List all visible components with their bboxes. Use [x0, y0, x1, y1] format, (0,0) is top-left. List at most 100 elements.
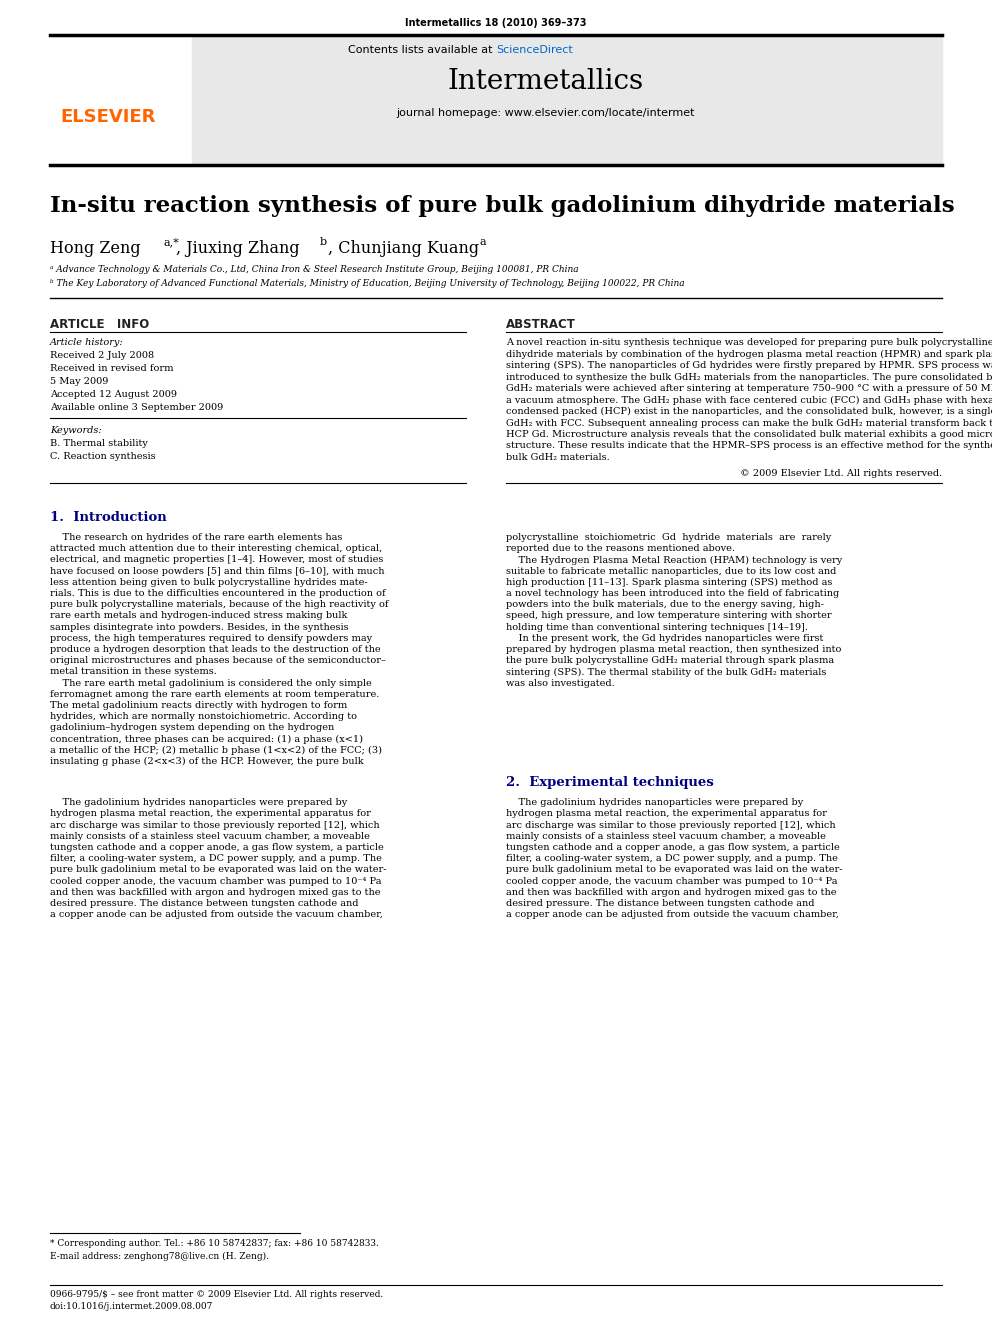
Text: GdH₂ with FCC. Subsequent annealing process can make the bulk GdH₂ material tran: GdH₂ with FCC. Subsequent annealing proc…	[506, 418, 992, 427]
Text: less attention being given to bulk polycrystalline hydrides mate-: less attention being given to bulk polyc…	[50, 578, 368, 587]
Text: , Jiuxing Zhang: , Jiuxing Zhang	[176, 239, 300, 257]
Text: ᵃ Advance Technology & Materials Co., Ltd, China Iron & Steel Research Institute: ᵃ Advance Technology & Materials Co., Lt…	[50, 265, 578, 274]
Text: 0966-9795/$ – see front matter © 2009 Elsevier Ltd. All rights reserved.: 0966-9795/$ – see front matter © 2009 El…	[50, 1290, 383, 1299]
Text: gadolinium–hydrogen system depending on the hydrogen: gadolinium–hydrogen system depending on …	[50, 724, 334, 733]
Text: The metal gadolinium reacts directly with hydrogen to form: The metal gadolinium reacts directly wit…	[50, 701, 347, 710]
Text: A novel reaction in-situ synthesis technique was developed for preparing pure bu: A novel reaction in-situ synthesis techn…	[506, 337, 992, 347]
Text: Intermetallics: Intermetallics	[448, 67, 644, 95]
Text: The research on hydrides of the rare earth elements has: The research on hydrides of the rare ear…	[50, 533, 342, 542]
Text: Accepted 12 August 2009: Accepted 12 August 2009	[50, 390, 177, 400]
Text: pure bulk polycrystalline materials, because of the high reactivity of: pure bulk polycrystalline materials, bec…	[50, 601, 389, 609]
Text: rials. This is due to the difficulties encountered in the production of: rials. This is due to the difficulties e…	[50, 589, 386, 598]
Text: filter, a cooling-water system, a DC power supply, and a pump. The: filter, a cooling-water system, a DC pow…	[50, 855, 382, 863]
Text: Received 2 July 2008: Received 2 July 2008	[50, 351, 154, 360]
Text: arc discharge was similar to those previously reported [12], which: arc discharge was similar to those previ…	[506, 820, 835, 830]
Text: , Chunjiang Kuang: , Chunjiang Kuang	[328, 239, 479, 257]
Text: pure bulk gadolinium metal to be evaporated was laid on the water-: pure bulk gadolinium metal to be evapora…	[506, 865, 842, 875]
Text: a novel technology has been introduced into the field of fabricating: a novel technology has been introduced i…	[506, 589, 839, 598]
Text: 5 May 2009: 5 May 2009	[50, 377, 108, 386]
Text: ScienceDirect: ScienceDirect	[496, 45, 572, 56]
Text: ARTICLE   INFO: ARTICLE INFO	[50, 318, 149, 331]
Text: produce a hydrogen desorption that leads to the destruction of the: produce a hydrogen desorption that leads…	[50, 646, 381, 654]
Text: © 2009 Elsevier Ltd. All rights reserved.: © 2009 Elsevier Ltd. All rights reserved…	[740, 468, 942, 478]
Text: desired pressure. The distance between tungsten cathode and: desired pressure. The distance between t…	[50, 900, 358, 908]
Bar	[192, 34, 942, 165]
Text: The gadolinium hydrides nanoparticles were prepared by: The gadolinium hydrides nanoparticles we…	[50, 798, 347, 807]
Text: Hong Zeng: Hong Zeng	[50, 239, 141, 257]
Text: ELSEVIER: ELSEVIER	[60, 108, 156, 126]
Text: filter, a cooling-water system, a DC power supply, and a pump. The: filter, a cooling-water system, a DC pow…	[506, 855, 838, 863]
Text: a copper anode can be adjusted from outside the vacuum chamber,: a copper anode can be adjusted from outs…	[50, 910, 383, 919]
Text: process, the high temperatures required to densify powders may: process, the high temperatures required …	[50, 634, 372, 643]
Text: polycrystalline  stoichiometric  Gd  hydride  materials  are  rarely: polycrystalline stoichiometric Gd hydrid…	[506, 533, 831, 542]
Text: C. Reaction synthesis: C. Reaction synthesis	[50, 452, 156, 460]
Text: tungsten cathode and a copper anode, a gas flow system, a particle: tungsten cathode and a copper anode, a g…	[50, 843, 384, 852]
Text: electrical, and magnetic properties [1–4]. However, most of studies: electrical, and magnetic properties [1–4…	[50, 556, 383, 565]
Text: structure. These results indicate that the HPMR–SPS process is an effective meth: structure. These results indicate that t…	[506, 442, 992, 451]
Text: rare earth metals and hydrogen-induced stress making bulk: rare earth metals and hydrogen-induced s…	[50, 611, 347, 620]
Text: a: a	[480, 237, 487, 247]
Text: a,*: a,*	[163, 237, 179, 247]
Text: ferromagnet among the rare earth elements at room temperature.: ferromagnet among the rare earth element…	[50, 689, 379, 699]
Text: mainly consists of a stainless steel vacuum chamber, a moveable: mainly consists of a stainless steel vac…	[506, 832, 826, 841]
Text: dihydride materials by combination of the hydrogen plasma metal reaction (HPMR) : dihydride materials by combination of th…	[506, 349, 992, 359]
Text: The gadolinium hydrides nanoparticles were prepared by: The gadolinium hydrides nanoparticles we…	[506, 798, 804, 807]
Text: ABSTRACT: ABSTRACT	[506, 318, 576, 331]
Text: sintering (SPS). The thermal stability of the bulk GdH₂ materials: sintering (SPS). The thermal stability o…	[506, 667, 826, 676]
Text: * Corresponding author. Tel.: +86 10 58742837; fax: +86 10 58742833.: * Corresponding author. Tel.: +86 10 587…	[50, 1240, 379, 1248]
Text: Article history:: Article history:	[50, 337, 124, 347]
Text: have focused on loose powders [5] and thin films [6–10], with much: have focused on loose powders [5] and th…	[50, 566, 385, 576]
Text: HCP Gd. Microstructure analysis reveals that the consolidated bulk material exhi: HCP Gd. Microstructure analysis reveals …	[506, 430, 992, 439]
Text: journal homepage: www.elsevier.com/locate/intermet: journal homepage: www.elsevier.com/locat…	[397, 108, 695, 118]
Text: high production [11–13]. Spark plasma sintering (SPS) method as: high production [11–13]. Spark plasma si…	[506, 578, 832, 587]
Text: hydrogen plasma metal reaction, the experimental apparatus for: hydrogen plasma metal reaction, the expe…	[506, 810, 827, 819]
Text: was also investigated.: was also investigated.	[506, 679, 615, 688]
Text: samples disintegrate into powders. Besides, in the synthesis: samples disintegrate into powders. Besid…	[50, 623, 348, 631]
Text: and then was backfilled with argon and hydrogen mixed gas to the: and then was backfilled with argon and h…	[506, 888, 836, 897]
Text: a copper anode can be adjusted from outside the vacuum chamber,: a copper anode can be adjusted from outs…	[506, 910, 839, 919]
Text: hydrogen plasma metal reaction, the experimental apparatus for: hydrogen plasma metal reaction, the expe…	[50, 810, 371, 819]
Text: Contents lists available at: Contents lists available at	[348, 45, 496, 56]
Text: and then was backfilled with argon and hydrogen mixed gas to the: and then was backfilled with argon and h…	[50, 888, 381, 897]
Text: doi:10.1016/j.intermet.2009.08.007: doi:10.1016/j.intermet.2009.08.007	[50, 1302, 213, 1311]
Text: 2.  Experimental techniques: 2. Experimental techniques	[506, 777, 714, 790]
Text: speed, high pressure, and low temperature sintering with shorter: speed, high pressure, and low temperatur…	[506, 611, 831, 620]
Text: In the present work, the Gd hydrides nanoparticles were first: In the present work, the Gd hydrides nan…	[506, 634, 823, 643]
Text: ᵇ The Key Laboratory of Advanced Functional Materials, Ministry of Education, Be: ᵇ The Key Laboratory of Advanced Functio…	[50, 279, 684, 288]
Text: arc discharge was similar to those previously reported [12], which: arc discharge was similar to those previ…	[50, 820, 380, 830]
Text: hydrides, which are normally nonstoichiometric. According to: hydrides, which are normally nonstoichio…	[50, 712, 357, 721]
Text: a vacuum atmosphere. The GdH₂ phase with face centered cubic (FCC) and GdH₃ phas: a vacuum atmosphere. The GdH₂ phase with…	[506, 396, 992, 405]
Text: Keywords:: Keywords:	[50, 426, 101, 435]
Text: The Hydrogen Plasma Metal Reaction (HPAM) technology is very: The Hydrogen Plasma Metal Reaction (HPAM…	[506, 556, 842, 565]
Text: 1.  Introduction: 1. Introduction	[50, 511, 167, 524]
Text: condensed packed (HCP) exist in the nanoparticles, and the consolidated bulk, ho: condensed packed (HCP) exist in the nano…	[506, 407, 992, 417]
Text: mainly consists of a stainless steel vacuum chamber, a moveable: mainly consists of a stainless steel vac…	[50, 832, 370, 841]
Text: insulating g phase (2<x<3) of the HCP. However, the pure bulk: insulating g phase (2<x<3) of the HCP. H…	[50, 757, 364, 766]
Text: tungsten cathode and a copper anode, a gas flow system, a particle: tungsten cathode and a copper anode, a g…	[506, 843, 840, 852]
Text: reported due to the reasons mentioned above.: reported due to the reasons mentioned ab…	[506, 544, 735, 553]
Text: bulk GdH₂ materials.: bulk GdH₂ materials.	[506, 452, 610, 462]
Text: b: b	[320, 237, 327, 247]
Text: Received in revised form: Received in revised form	[50, 364, 174, 373]
Text: attracted much attention due to their interesting chemical, optical,: attracted much attention due to their in…	[50, 544, 382, 553]
Text: a metallic of the HCP; (2) metallic b phase (1<x<2) of the FCC; (3): a metallic of the HCP; (2) metallic b ph…	[50, 746, 382, 755]
Text: Intermetallics 18 (2010) 369–373: Intermetallics 18 (2010) 369–373	[406, 19, 586, 28]
Text: the pure bulk polycrystalline GdH₂ material through spark plasma: the pure bulk polycrystalline GdH₂ mater…	[506, 656, 834, 665]
Text: In-situ reaction synthesis of pure bulk gadolinium dihydride materials: In-situ reaction synthesis of pure bulk …	[50, 194, 954, 217]
Text: cooled copper anode, the vacuum chamber was pumped to 10⁻⁴ Pa: cooled copper anode, the vacuum chamber …	[50, 877, 382, 885]
Text: introduced to synthesize the bulk GdH₂ materials from the nanoparticles. The pur: introduced to synthesize the bulk GdH₂ m…	[506, 373, 992, 381]
Text: original microstructures and phases because of the semiconductor–: original microstructures and phases beca…	[50, 656, 386, 665]
Text: desired pressure. The distance between tungsten cathode and: desired pressure. The distance between t…	[506, 900, 814, 908]
Text: sintering (SPS). The nanoparticles of Gd hydrides were firstly prepared by HPMR.: sintering (SPS). The nanoparticles of Gd…	[506, 361, 992, 370]
Text: suitable to fabricate metallic nanoparticles, due to its low cost and: suitable to fabricate metallic nanoparti…	[506, 566, 836, 576]
Text: cooled copper anode, the vacuum chamber was pumped to 10⁻⁴ Pa: cooled copper anode, the vacuum chamber …	[506, 877, 837, 885]
Text: Available online 3 September 2009: Available online 3 September 2009	[50, 404, 223, 411]
Text: concentration, three phases can be acquired: (1) a phase (x<1): concentration, three phases can be acqui…	[50, 734, 363, 744]
Text: holding time than conventional sintering techniques [14–19].: holding time than conventional sintering…	[506, 623, 808, 631]
Text: metal transition in these systems.: metal transition in these systems.	[50, 667, 217, 676]
Text: E-mail address: zenghong78@live.cn (H. Zeng).: E-mail address: zenghong78@live.cn (H. Z…	[50, 1252, 269, 1261]
Text: GdH₂ materials were achieved after sintering at temperature 750–900 °C with a pr: GdH₂ materials were achieved after sinte…	[506, 384, 992, 393]
Text: pure bulk gadolinium metal to be evaporated was laid on the water-: pure bulk gadolinium metal to be evapora…	[50, 865, 387, 875]
Text: The rare earth metal gadolinium is considered the only simple: The rare earth metal gadolinium is consi…	[50, 679, 372, 688]
Text: B. Thermal stability: B. Thermal stability	[50, 439, 148, 448]
